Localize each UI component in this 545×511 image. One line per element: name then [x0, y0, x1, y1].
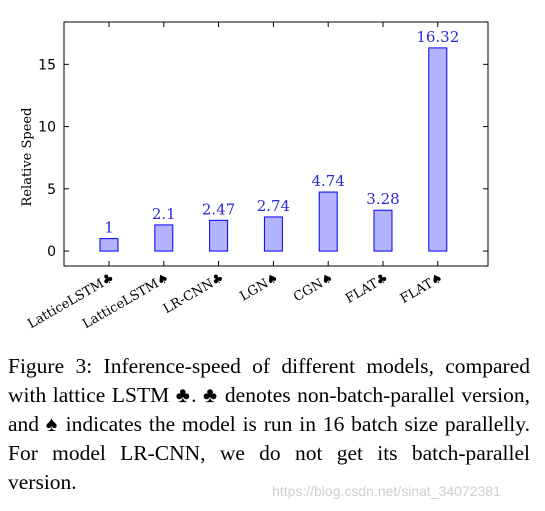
- bar: [263, 216, 283, 252]
- watermark: https://blog.csdn.net/sinat_34072381: [272, 483, 501, 499]
- bar-value-label: 2.74: [257, 197, 290, 215]
- x-tick-label: FLAT♣: [343, 270, 391, 306]
- plot-frame: [63, 21, 489, 267]
- bar: [209, 219, 229, 252]
- y-tick-label: 0: [47, 244, 56, 260]
- x-tick-label: LGN♠: [237, 270, 281, 304]
- bar: [318, 191, 338, 252]
- figure-caption: Figure 3: Inference-speed of different m…: [8, 354, 530, 494]
- bar-value-label: 2.1: [152, 205, 176, 223]
- bar-value-label: 2.47: [202, 200, 235, 218]
- bar-value-label: 1: [104, 219, 114, 237]
- y-tick-label: 15: [38, 57, 56, 73]
- bar-value-label: 3.28: [366, 190, 399, 208]
- bar: [99, 238, 119, 252]
- x-tick-label: LR-CNN♣: [161, 270, 227, 317]
- bar: [428, 47, 448, 252]
- bar-value-label: 16.32: [416, 28, 459, 46]
- y-axis-title: Relative Speed: [20, 108, 35, 207]
- x-tick-label: FLAT♠: [398, 270, 446, 306]
- bar: [373, 209, 393, 252]
- y-tick-label: 5: [47, 182, 56, 198]
- y-tick-label: 10: [38, 120, 56, 136]
- bar: [154, 224, 174, 252]
- x-tick-label: CGN♠: [291, 270, 336, 305]
- bar-value-label: 4.74: [311, 172, 344, 190]
